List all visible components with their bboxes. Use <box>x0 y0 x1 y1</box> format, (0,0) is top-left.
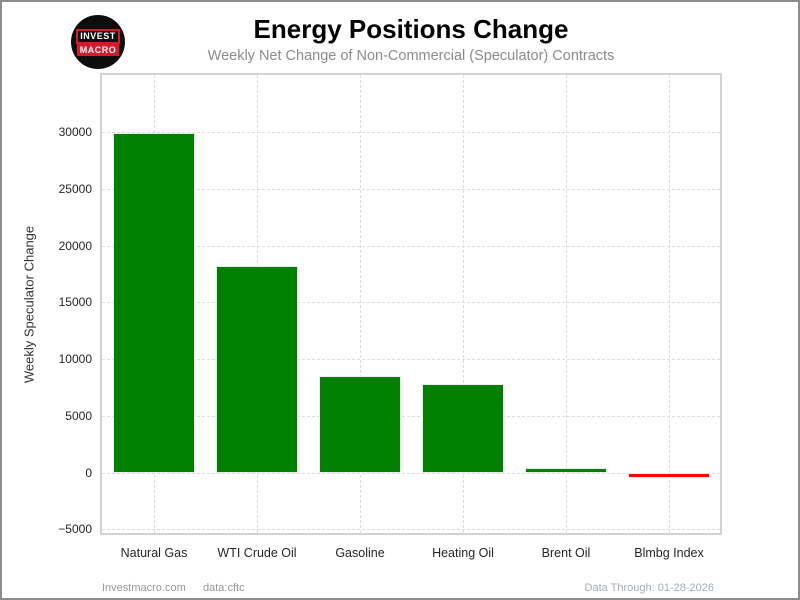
y-tick-label: 15000 <box>58 295 92 310</box>
x-tick-label-gasoline: Gasoline <box>335 546 385 560</box>
investmacro-logo: INVEST MACRO <box>71 15 125 69</box>
y-tick-label: 25000 <box>58 181 92 196</box>
footer-source: data:cftc <box>203 582 245 594</box>
y-tick-label: 10000 <box>58 352 92 367</box>
x-tick-label-blmbg-index: Blmbg Index <box>634 546 704 560</box>
y-tick-label: 0 <box>85 465 92 480</box>
bar-brent-oil <box>525 467 607 473</box>
y-tick-label: 20000 <box>58 238 92 253</box>
gridline-horizontal <box>102 415 720 417</box>
x-tick-label-brent-oil: Brent Oil <box>541 546 591 560</box>
bar-blmbg-index <box>628 472 710 479</box>
footer-site: Investmacro.com <box>102 582 186 594</box>
footer-data-through: Data Through: 01-28-2026 <box>584 582 714 594</box>
gridline-horizontal <box>102 359 720 361</box>
y-tick-label: 30000 <box>58 125 92 140</box>
gridline-horizontal <box>102 188 720 190</box>
gridline-horizontal <box>102 472 720 474</box>
bar-gasoline <box>319 376 401 473</box>
bar-heating-oil <box>422 384 504 473</box>
y-tick-label: −5000 <box>58 522 92 537</box>
x-tick-label-natural-gas: Natural Gas <box>120 546 188 560</box>
logo-text-macro: MACRO <box>76 43 120 56</box>
x-tick-label-heating-oil: Heating Oil <box>432 546 494 560</box>
chart-title: Energy Positions Change <box>253 14 569 44</box>
gridline-horizontal <box>102 529 720 531</box>
gridline-horizontal <box>102 245 720 247</box>
gridline-vertical <box>565 75 567 533</box>
logo-text-invest: INVEST <box>76 28 120 44</box>
chart-subtitle: Weekly Net Change of Non-Commercial (Spe… <box>207 48 615 64</box>
gridline-horizontal <box>102 132 720 134</box>
bar-wti-crude-oil <box>216 266 298 473</box>
y-tick-label: 5000 <box>65 408 92 423</box>
gridline-horizontal <box>102 302 720 304</box>
gridline-vertical <box>668 75 670 533</box>
x-tick-label-wti-crude-oil: WTI Crude Oil <box>217 546 297 560</box>
plot-area <box>100 73 722 535</box>
gridline-vertical <box>462 75 464 533</box>
bar-natural-gas <box>113 133 195 473</box>
gridline-vertical <box>359 75 361 533</box>
